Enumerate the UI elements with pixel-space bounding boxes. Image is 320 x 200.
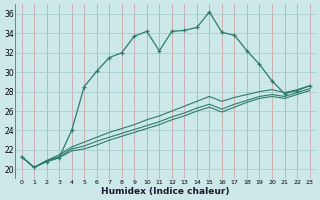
X-axis label: Humidex (Indice chaleur): Humidex (Indice chaleur) xyxy=(101,187,230,196)
